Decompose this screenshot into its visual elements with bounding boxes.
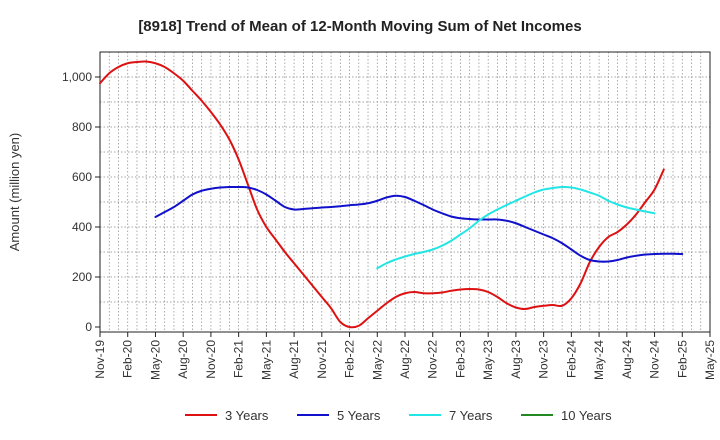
- series-line-7-years: [376, 185, 656, 270]
- x-tick-label: Nov-24: [648, 340, 662, 379]
- x-tick-label: Nov-21: [315, 340, 329, 379]
- x-tick-label: Feb-23: [453, 340, 467, 378]
- y-axis-label: Amount (million yen): [7, 133, 22, 252]
- y-tick-label: 800: [72, 120, 92, 134]
- y-tick-label: 1,000: [62, 70, 92, 84]
- x-tick-label: Aug-23: [509, 340, 523, 379]
- legend-label-3-years: 3 Years: [225, 408, 269, 423]
- x-tick-label: Nov-20: [204, 340, 218, 379]
- legend-label-5-years: 5 Years: [337, 408, 381, 423]
- x-tick-label: Feb-24: [564, 340, 578, 378]
- x-tick-label: May-25: [703, 340, 717, 380]
- x-tick-label: Aug-22: [398, 340, 412, 379]
- x-tick-label: Aug-20: [176, 340, 190, 379]
- x-tick-label: Feb-20: [121, 340, 135, 378]
- x-tick-label: May-20: [148, 340, 162, 380]
- x-tick-label: May-21: [259, 340, 273, 380]
- series-layer: [99, 60, 684, 329]
- series-line-3-years: [99, 60, 665, 329]
- x-tick-label: Nov-22: [426, 340, 440, 379]
- x-tick-label: Nov-19: [93, 340, 107, 379]
- x-axis-ticks: Nov-19 Feb-20 May-20 Aug-20 Nov-20 Feb-21 May-…: [93, 332, 717, 380]
- x-tick-label: May-24: [592, 340, 606, 380]
- legend-label-10-years: 10 Years: [561, 408, 612, 423]
- grid-layer: [100, 52, 710, 332]
- x-tick-label: Feb-22: [343, 340, 357, 378]
- x-tick-label: Feb-25: [675, 340, 689, 378]
- y-tick-label: 600: [72, 170, 92, 184]
- x-tick-label: Aug-21: [287, 340, 301, 379]
- y-axis-ticks: 0 200 400 600 800 1,000: [62, 70, 100, 334]
- series-line-5-years: [154, 185, 684, 263]
- x-tick-label: Aug-24: [620, 340, 634, 379]
- legend: 3 Years 5 Years 7 Years 10 Years: [185, 408, 612, 423]
- x-tick-label: May-23: [481, 340, 495, 380]
- y-tick-label: 0: [85, 320, 92, 334]
- x-tick-label: Feb-21: [232, 340, 246, 378]
- x-tick-label: May-22: [370, 340, 384, 380]
- y-tick-label: 400: [72, 220, 92, 234]
- y-tick-label: 200: [72, 270, 92, 284]
- legend-label-7-years: 7 Years: [449, 408, 493, 423]
- x-tick-label: Nov-23: [537, 340, 551, 379]
- chart-title: [8918] Trend of Mean of 12-Month Moving …: [138, 18, 581, 35]
